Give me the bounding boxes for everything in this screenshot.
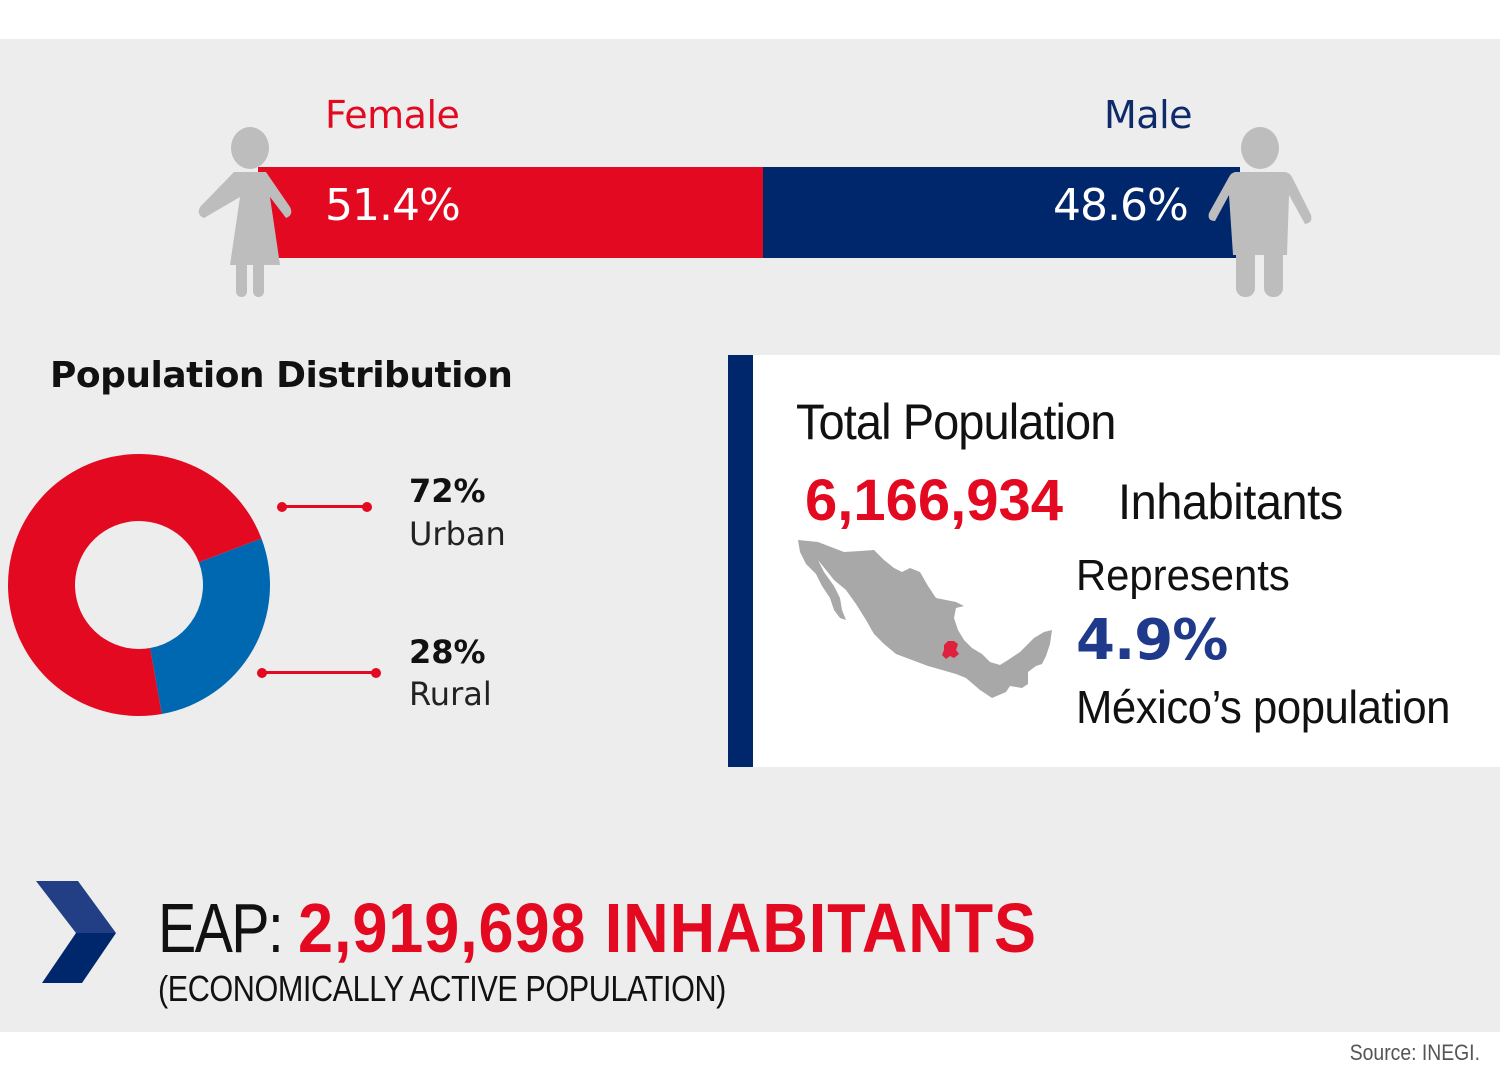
rural-label: Rural [409,675,492,713]
distribution-title: Population Distribution [50,355,513,396]
female-share-bar [258,167,763,258]
rural-leader-line [257,667,381,678]
male-person-icon [1208,127,1312,297]
mexico-map-icon [798,540,1052,698]
eap-headline: EAP: 2,919,698 INHABITANTS [158,888,1119,968]
eap-label: EAP: [158,889,284,967]
donut-slice-rural [150,538,271,715]
female-percentage: 51.4% [325,180,461,231]
eap-subtitle: (ECONOMICALLY ACTIVE POPULATION) [158,968,726,1009]
chevron-right-icon [36,881,116,983]
donut-slice-urban [8,454,262,716]
urban-label: Urban [409,515,506,553]
rural-percentage: 28% [409,633,486,671]
urban-leader-line [277,501,372,512]
urban-percentage: 72% [409,472,486,510]
total-population-unit: Inhabitants [1118,474,1343,530]
male-share-bar [763,167,1240,258]
eap-value: 2,919,698 INHABITANTS [298,889,1037,967]
male-percentage: 48.6% [1053,180,1189,231]
total-population-number: 6,166,934 [805,468,1064,533]
card-accent-bar [728,355,753,767]
female-person-icon [198,127,292,297]
national-share-description: México’s population [1076,681,1451,733]
total-population-card: Total Population 6,166,934 Inhabitants R… [728,355,1500,767]
represents-label: Represents [1076,551,1290,600]
total-population-title: Total Population [796,394,1116,450]
distribution-donut-chart [8,454,271,716]
source-note: Source: INEGI. [1349,1040,1480,1065]
national-share-percentage: 4.9% [1076,608,1228,673]
female-label: Female [325,93,460,137]
male-label: Male [1104,93,1193,137]
